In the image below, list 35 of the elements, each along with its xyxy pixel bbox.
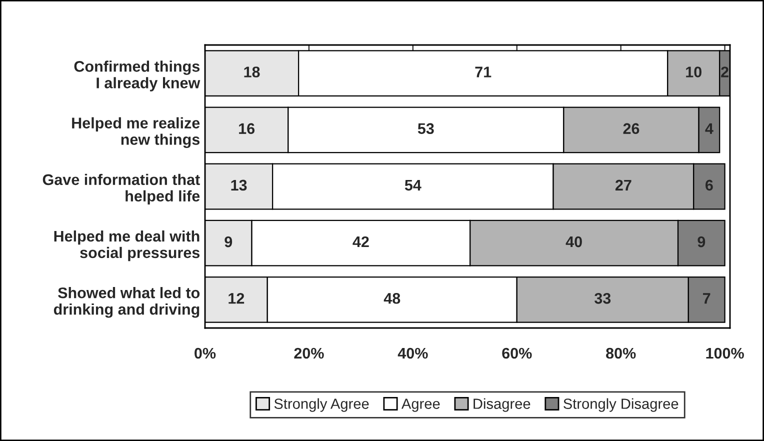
y-tick-label: Showed what led to drinking and driving [54,287,200,318]
x-tick-label: 100% [706,348,744,359]
x-tick-label: 20% [294,348,324,359]
data-label: 16 [239,123,255,134]
data-label: 26 [623,123,640,134]
data-label: 54 [404,180,422,191]
data-label: 4 [705,123,714,134]
y-tick-label: Helped me realize new things [72,117,200,148]
data-label: 71 [475,66,492,78]
data-label: 7 [703,293,710,304]
data-label: 48 [384,292,400,304]
data-label: 9 [698,236,706,248]
x-tick-label: 80% [606,348,636,359]
x-tick-label: 40% [398,348,428,359]
data-label: 42 [352,236,369,248]
y-tick-label: Gave information that helped life [42,174,200,205]
data-label: 18 [244,66,260,78]
data-label: 2 [721,66,728,78]
legend-label: Disagree [474,398,530,412]
x-tick-label: 60% [502,348,532,359]
data-label: 12 [228,292,244,304]
data-label: 13 [231,180,247,191]
legend-label: Strongly Disagree [564,398,678,412]
data-label: 10 [686,66,702,78]
y-tick-label: Confirmed things I already knew [74,60,200,92]
legend-label: Strongly Agree [274,398,369,412]
data-label: 53 [418,123,434,134]
data-label: 6 [706,180,713,191]
legend-label: Agree [401,398,440,412]
data-label: 40 [566,236,582,248]
data-label: 33 [594,292,611,304]
data-label: 27 [615,180,632,190]
y-tick-label: Helped me deal with social pressures [54,230,200,262]
x-tick-label: 0% [194,348,216,359]
data-label: 9 [224,236,232,248]
